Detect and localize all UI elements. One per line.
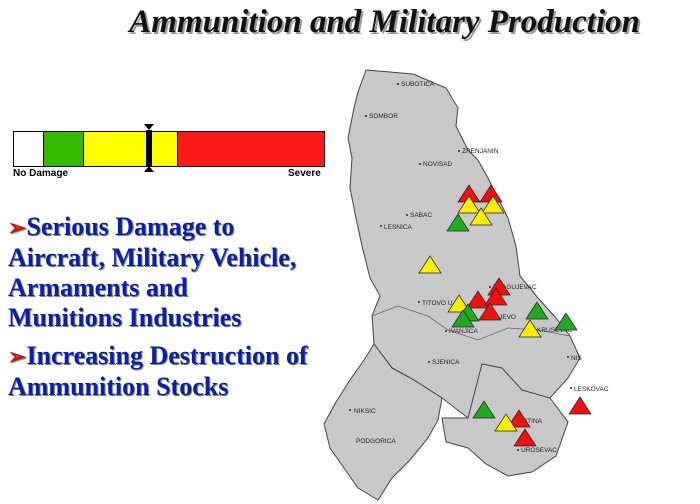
damage-indicator-marker [144,124,154,172]
city-label: KRUSEVAC [537,327,573,334]
city-label: NOVISAD [423,161,453,168]
serbia-map: SUBOTICA SOMBOR ZRENJANIN NOVISAD SABAC … [323,69,609,501]
damage-marker-yellow [481,195,505,214]
city-label: SABAC [410,212,432,219]
damage-marker-yellow [447,294,471,313]
city-label: LESNICA [384,224,412,231]
city-label: PRISTINA [512,418,543,425]
scale-label-low: No Damage [13,168,69,179]
damage-marker-red [466,290,490,309]
damage-marker-red [484,287,508,306]
damage-marker-yellow [518,319,542,338]
city-label: ZRENJANIN [462,148,499,155]
arrow-icon: ➢ [8,344,27,369]
city-label: SJENICA [432,359,460,366]
city-label: PODGORICA [356,438,396,445]
damage-marker-yellow [418,255,442,274]
scale-segment-light [44,132,84,166]
arrow-icon: ➢ [8,215,27,240]
city-label: NIKSIC [354,408,376,415]
city-label: SOMBOR [369,113,398,120]
city-label: UROSEVAC [521,447,557,454]
damage-markers [418,184,592,447]
scale-segment-none [14,132,44,166]
damage-marker-green [451,309,475,328]
city-label: JEVO [499,314,516,321]
damage-marker-yellow [494,413,518,432]
damage-marker-yellow [457,195,481,214]
city-label: LESKOVAC [574,386,609,393]
damage-marker-green [446,213,470,232]
city-label: KRAGUJEVAC [493,284,537,291]
scale-segment-severe [178,132,324,166]
scale-label-high: Severe [288,168,321,179]
damage-marker-green [525,301,549,320]
bullet-list: ➢Serious Damage to Aircraft, Military Ve… [8,212,308,410]
bullet-item: ➢Serious Damage to Aircraft, Military Ve… [8,212,297,332]
bullet-item: ➢Increasing Destruction of Ammunition St… [8,341,308,401]
damage-marker-green [472,400,496,419]
city-label: NIS [571,355,583,362]
damage-marker-red [507,409,531,428]
damage-scale-bar [13,131,325,167]
damage-marker-yellow [469,207,493,226]
city-label: TITOVO U [422,300,453,307]
damage-marker-red [568,396,592,415]
page-title: Ammunition and Military Production [129,4,640,40]
scale-segment-moderate [84,132,178,166]
damage-marker-green [554,312,578,331]
map-region-montenegro [323,343,443,501]
city-label: IVANJICA [449,328,478,335]
damage-marker-red [513,428,537,447]
city-label: SUBOTICA [401,81,435,88]
damage-marker-red [478,302,502,321]
